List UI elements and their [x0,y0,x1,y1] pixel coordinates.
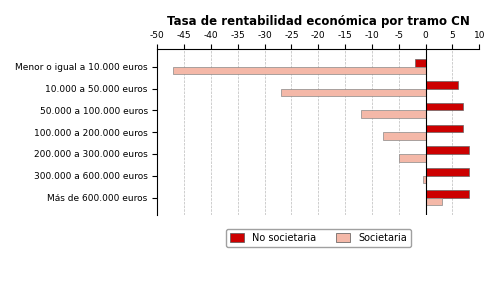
Bar [361,110,426,118]
Bar [426,198,442,205]
Bar [399,154,425,162]
Bar [426,124,463,132]
Bar [423,176,426,183]
Bar [426,146,469,154]
Bar [280,88,426,96]
Bar [426,81,458,88]
Bar [426,103,463,110]
Bar [415,59,426,67]
Title: Tasa de rentabilidad económica por tramo CN: Tasa de rentabilidad económica por tramo… [167,15,470,28]
Bar [382,132,426,140]
Bar [426,190,469,198]
Legend: No societaria, Societaria: No societaria, Societaria [226,229,410,247]
Bar [174,67,426,74]
Bar [426,168,469,176]
